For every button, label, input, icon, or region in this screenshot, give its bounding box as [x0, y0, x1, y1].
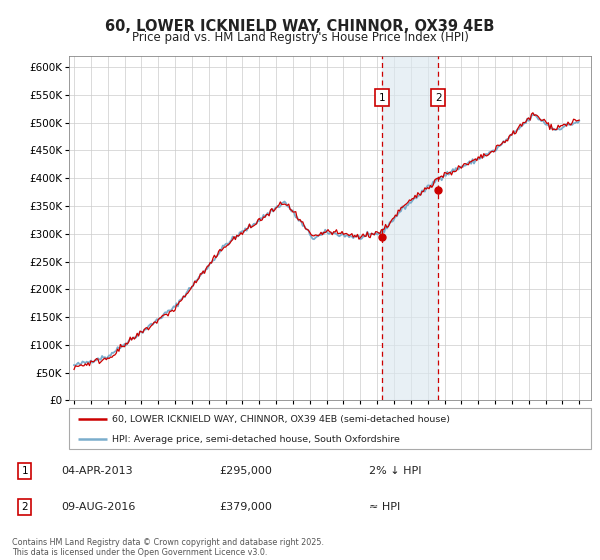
Text: 1: 1 [22, 466, 28, 476]
Text: HPI: Average price, semi-detached house, South Oxfordshire: HPI: Average price, semi-detached house,… [112, 435, 400, 444]
Text: 2: 2 [22, 502, 28, 512]
Text: Contains HM Land Registry data © Crown copyright and database right 2025.
This d: Contains HM Land Registry data © Crown c… [12, 538, 324, 557]
Text: 04-APR-2013: 04-APR-2013 [61, 466, 133, 476]
Text: £295,000: £295,000 [220, 466, 272, 476]
Text: 60, LOWER ICKNIELD WAY, CHINNOR, OX39 4EB: 60, LOWER ICKNIELD WAY, CHINNOR, OX39 4E… [106, 19, 494, 34]
Text: £379,000: £379,000 [220, 502, 272, 512]
Text: 09-AUG-2016: 09-AUG-2016 [61, 502, 136, 512]
Text: Price paid vs. HM Land Registry's House Price Index (HPI): Price paid vs. HM Land Registry's House … [131, 31, 469, 44]
Text: ≈ HPI: ≈ HPI [369, 502, 400, 512]
FancyBboxPatch shape [69, 408, 591, 449]
Text: 60, LOWER ICKNIELD WAY, CHINNOR, OX39 4EB (semi-detached house): 60, LOWER ICKNIELD WAY, CHINNOR, OX39 4E… [112, 415, 450, 424]
Text: 2% ↓ HPI: 2% ↓ HPI [369, 466, 422, 476]
Text: 2: 2 [435, 92, 442, 102]
Text: 1: 1 [379, 92, 385, 102]
